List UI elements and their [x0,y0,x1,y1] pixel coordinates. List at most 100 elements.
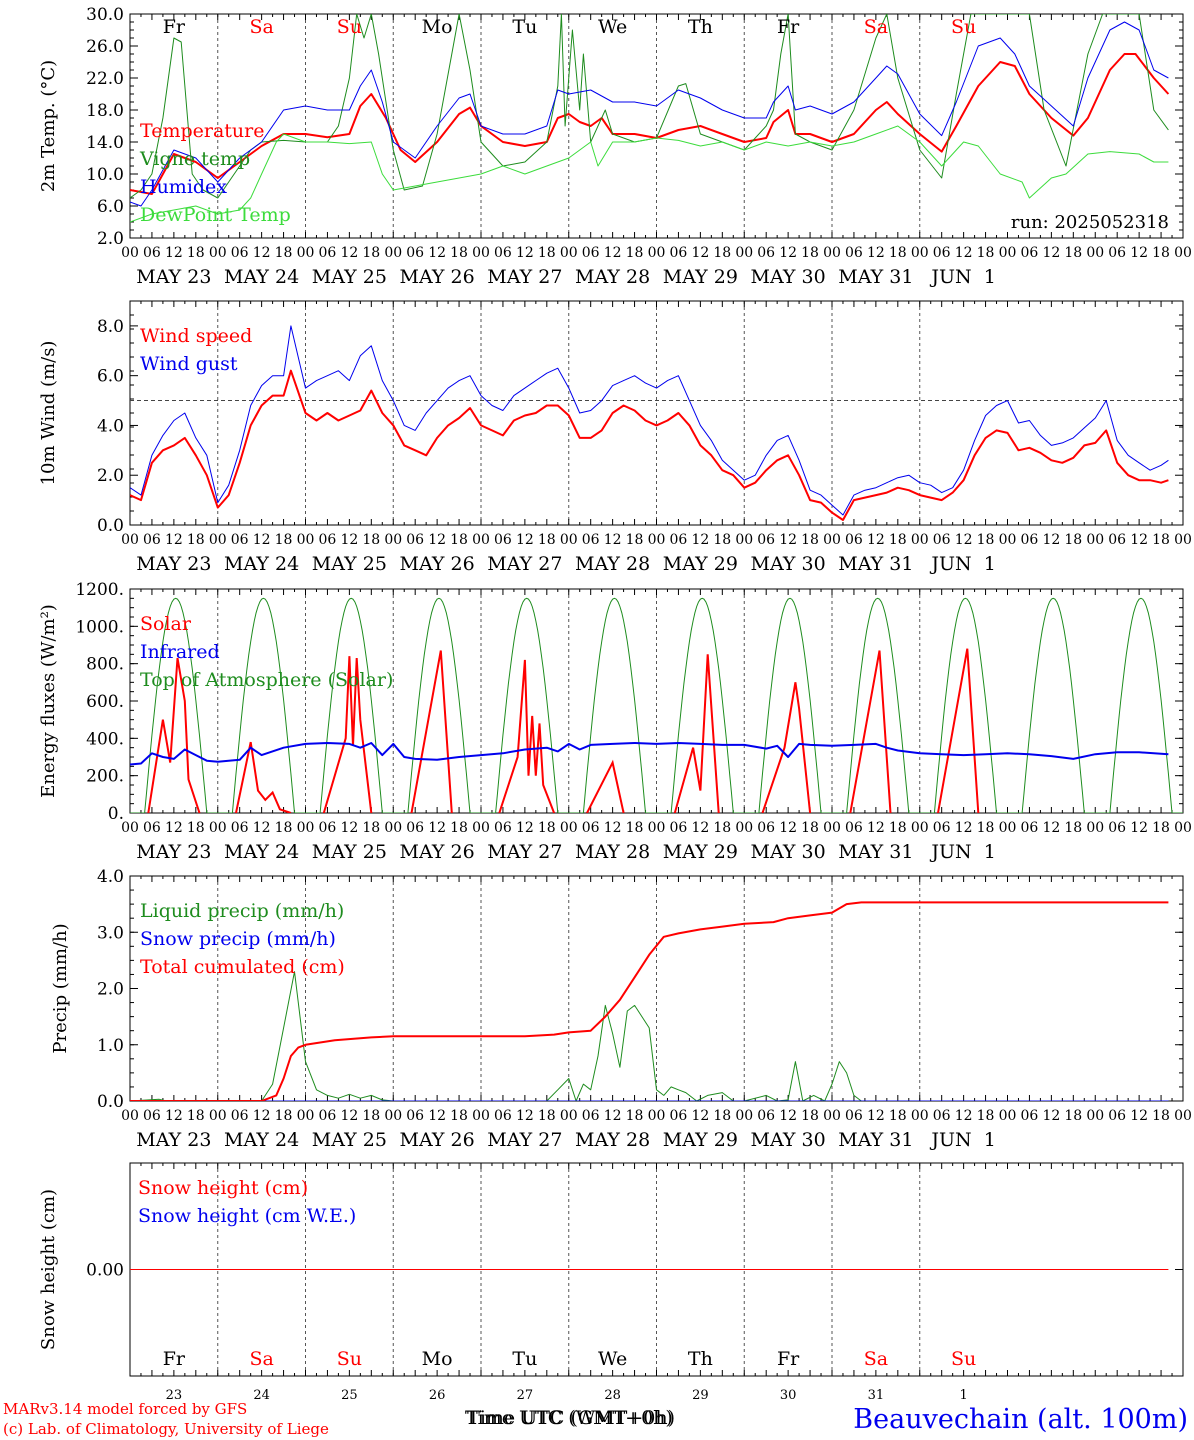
y-axis-label: Energy fluxes (W/m²) [38,604,59,798]
weekday-label: Su [951,16,976,38]
hour-tick-label: 06 [406,1108,424,1124]
hour-tick-label: 12 [1042,245,1060,261]
x-axis-title-overlay: Time UTC (WMT+0h) [465,1407,675,1429]
hour-tick-label: 18 [713,532,731,548]
hour-tick-label: 06 [757,820,775,836]
hour-tick-label: 06 [319,1108,337,1124]
hour-tick-label: 00 [648,1108,666,1124]
hour-tick-label: 18 [538,1108,556,1124]
hour-tick-label: 18 [626,532,644,548]
hour-tick-label: 00 [560,532,578,548]
legend-entry: Humidex [140,176,227,198]
station-label: Beauvechain (alt. 100m) [853,1404,1188,1435]
y-tick-label: 0.0 [97,1092,124,1112]
hour-tick-label: 06 [757,245,775,261]
hour-tick-label: 06 [231,245,249,261]
hour-tick-label: 06 [1108,245,1126,261]
hour-tick-label: 06 [933,820,951,836]
date-label: MAY 23 [136,841,211,863]
hour-tick-label: 12 [428,1108,446,1124]
hour-tick-label: 18 [801,1108,819,1124]
hour-tick-label: 06 [406,245,424,261]
hour-tick-label: 18 [362,1108,380,1124]
weekday-label: Th [688,16,713,38]
hour-tick-label: 18 [1064,245,1082,261]
hour-tick-label: 18 [713,1108,731,1124]
series-temperature [130,53,1170,195]
hour-tick-label: 00 [560,245,578,261]
hour-tick-label: 12 [516,820,534,836]
hour-tick-label: 00 [297,820,315,836]
hour-tick-label: 18 [450,532,468,548]
hour-tick-label: 00 [297,245,315,261]
day-number-label: 26 [429,1388,446,1403]
hour-tick-label: 12 [955,532,973,548]
hour-tick-label: 00 [823,245,841,261]
hour-tick-label: 00 [911,245,929,261]
y-tick-label: 600. [86,692,124,712]
hour-tick-label: 00 [1086,820,1104,836]
legend-entry: Snow precip (mm/h) [140,928,336,950]
hour-tick-label: 06 [494,820,512,836]
y-tick-label: 2.0 [97,466,124,486]
legend-entry: Wind gust [140,353,238,375]
y-tick-label: 8.0 [97,317,124,337]
hour-tick-label: 18 [1064,1108,1082,1124]
date-label: MAY 24 [224,553,299,575]
y-tick-label: 1200. [75,580,124,600]
hour-tick-label: 06 [757,1108,775,1124]
hour-tick-label: 18 [187,820,205,836]
hour-tick-label: 06 [670,532,688,548]
hour-tick-label: 00 [735,532,753,548]
hour-tick-label: 18 [1152,532,1170,548]
date-label: MAY 25 [312,553,387,575]
hour-tick-label: 06 [143,820,161,836]
date-label: MAY 30 [751,553,826,575]
hour-tick-label: 06 [845,820,863,836]
hour-tick-label: 06 [494,532,512,548]
hour-tick-label: 18 [1064,820,1082,836]
y-tick-label: 4.0 [97,416,124,436]
hour-tick-label: 06 [1021,1108,1039,1124]
hour-tick-label: 00 [648,532,666,548]
hour-tick-label: 00 [121,1108,139,1124]
hour-tick-label: 12 [691,1108,709,1124]
hour-tick-label: 00 [735,820,753,836]
legend-entry: Liquid precip (mm/h) [140,900,344,922]
y-tick-label: 6.0 [97,197,124,217]
x-axis-title: Time UTC (GMT+0h) [467,1407,673,1429]
hour-tick-label: 00 [1174,532,1192,548]
hour-tick-label: 06 [1021,245,1039,261]
date-label: MAY 28 [575,1129,650,1151]
date-label: MAY 30 [751,1129,826,1151]
hour-tick-label: 18 [450,820,468,836]
series-total-cumulated-cm- [130,901,1169,1101]
hour-tick-label: 06 [494,1108,512,1124]
day-number-label: 1 [959,1388,967,1403]
series-solar [498,659,556,813]
hour-tick-label: 18 [1064,532,1082,548]
y-tick-label: 6.0 [97,367,124,387]
date-label: MAY 31 [838,841,913,863]
hour-tick-label: 00 [121,532,139,548]
y-tick-label: 22.0 [86,69,124,89]
date-label: MAY 25 [312,266,387,288]
hour-tick-label: 12 [340,820,358,836]
hour-tick-label: 18 [1152,245,1170,261]
hour-tick-label: 18 [450,245,468,261]
hour-tick-label: 12 [867,245,885,261]
hour-tick-label: 18 [626,820,644,836]
hour-tick-label: 00 [472,245,490,261]
y-tick-label: 1.0 [97,1036,124,1056]
hour-tick-label: 12 [955,245,973,261]
hour-tick-label: 12 [1130,1108,1148,1124]
model-credit: MARv3.14 model forced by GFS [3,1400,247,1418]
day-number-label: 27 [517,1388,534,1403]
hour-tick-label: 18 [713,245,731,261]
weekday-label: Mo [422,16,453,38]
weekday-label: Fr [163,1348,186,1370]
hour-tick-label: 18 [275,532,293,548]
hour-tick-label: 06 [319,820,337,836]
legend-entry: Infrared [140,641,220,663]
y-tick-label: 26.0 [86,37,124,57]
